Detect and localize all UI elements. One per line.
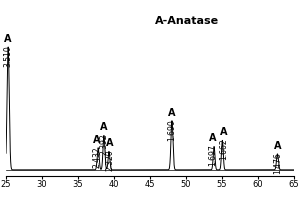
Text: A: A xyxy=(168,108,176,118)
Text: A: A xyxy=(274,141,281,151)
Text: 1.476: 1.476 xyxy=(273,152,282,174)
Text: A: A xyxy=(106,138,114,148)
Text: 2.320: 2.320 xyxy=(106,150,115,171)
Text: 1.662: 1.662 xyxy=(219,139,228,160)
Text: A-Anatase: A-Anatase xyxy=(155,16,220,26)
Text: 3.510: 3.510 xyxy=(4,45,13,67)
Text: A: A xyxy=(93,135,101,145)
Text: A: A xyxy=(220,127,227,137)
Text: 2.392: 2.392 xyxy=(99,134,108,155)
Text: A: A xyxy=(100,122,108,132)
Text: 1.690: 1.690 xyxy=(167,119,176,141)
Text: A: A xyxy=(209,133,217,143)
Text: 1.697: 1.697 xyxy=(208,145,217,166)
Text: A: A xyxy=(4,34,12,44)
Text: 2.432: 2.432 xyxy=(93,146,102,168)
